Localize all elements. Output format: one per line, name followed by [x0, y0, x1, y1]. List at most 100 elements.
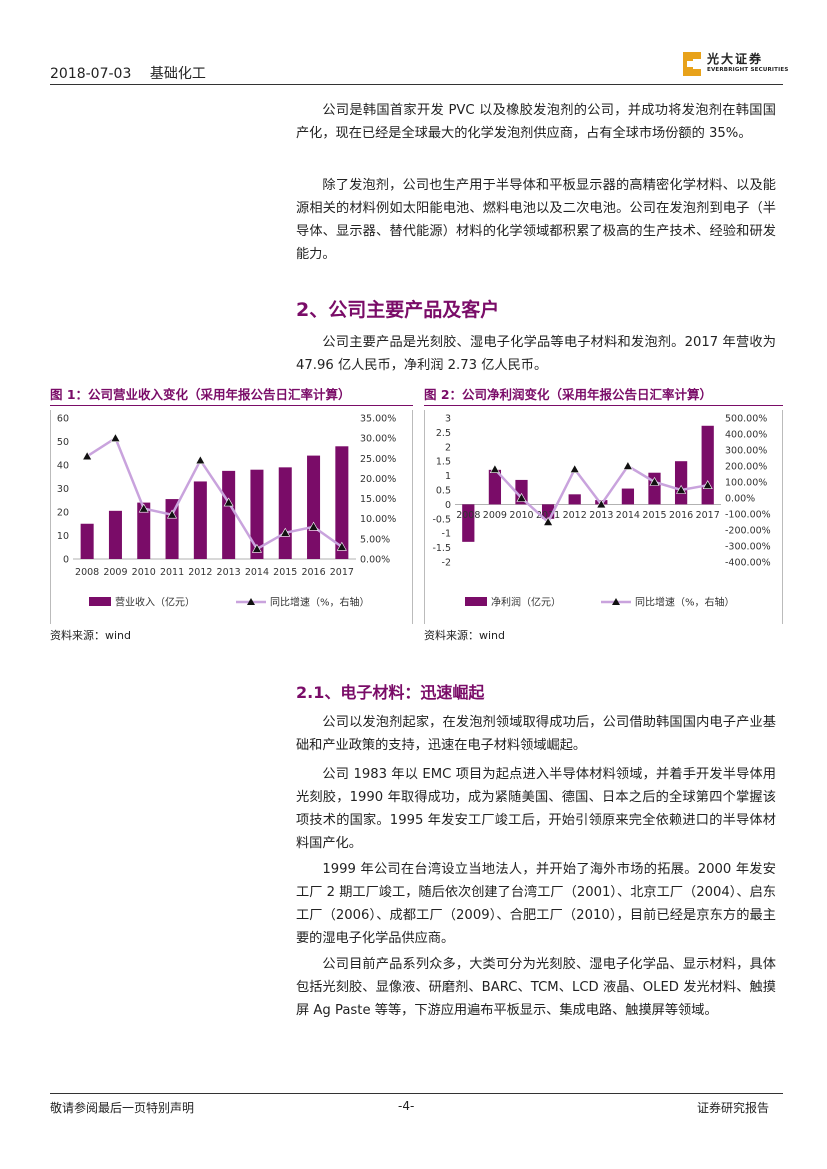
- bar-2017: [335, 446, 349, 559]
- x-axis-tick-label: 2008: [75, 567, 99, 578]
- bar-2014: [250, 469, 264, 559]
- left-axis-tick-label: -1.5: [432, 543, 451, 554]
- right-axis-tick-label: -200.00%: [725, 526, 771, 537]
- legend-bar-swatch: [465, 597, 487, 606]
- left-axis-tick-label: 50: [57, 437, 69, 448]
- x-axis-tick-label: 2009: [483, 510, 507, 521]
- left-axis-tick-label: 1.5: [436, 457, 451, 468]
- growth-rate-point-2010: [516, 492, 527, 502]
- growth-rate-point-2017: [702, 480, 713, 489]
- growth-rate-line: [86, 436, 343, 551]
- left-axis-tick-label: 60: [57, 414, 69, 425]
- left-axis-tick-label: 2: [445, 442, 451, 453]
- x-axis-tick-label: 2012: [563, 510, 587, 521]
- figure-2-title: 图 2：公司净利润变化（采用年报公告日汇率计算）: [424, 387, 713, 402]
- section-2-paragraph: 公司主要产品是光刻胶、湿电子化学品等电子材料和发泡剂。2017 年营收为 47.…: [296, 335, 776, 373]
- growth-rate-point-2009: [489, 464, 500, 474]
- bar-2016: [674, 461, 688, 505]
- x-axis-tick-label: 2010: [132, 567, 156, 578]
- right-axis-tick-label: 0.00%: [360, 555, 390, 566]
- left-axis-tick-label: 20: [57, 508, 69, 519]
- right-axis-tick-label: 10.00%: [360, 514, 396, 525]
- left-axis-tick-label: -2: [442, 558, 451, 569]
- growth-rate-point-2014: [622, 460, 633, 470]
- x-axis-tick-label: 2017: [330, 567, 354, 578]
- page-number: -4-: [398, 1099, 415, 1113]
- bar-2012: [193, 481, 207, 559]
- section-2-1-paragraph-4: 公司目前产品系列众多，大类可分为光刻胶、湿电子化学品、显示材料，具体包括光刻胶、…: [296, 957, 776, 1018]
- x-axis-tick-label: 2011: [160, 567, 184, 578]
- right-axis-tick-label: 20.00%: [360, 474, 396, 485]
- bar-2010: [137, 502, 151, 559]
- right-axis-tick-label: 5.00%: [360, 534, 390, 545]
- revenue-chart: 0 10 20 30 40 50 60 0.00% 5.00% 10.00% 15.00% 20.00…: [57, 414, 396, 609]
- legend-bar-label: 营业收入（亿元）: [115, 596, 195, 609]
- right-axis-tick-label: -400.00%: [725, 558, 771, 569]
- growth-rate-point-2012: [569, 464, 580, 474]
- left-axis-tick-label: 0: [63, 555, 69, 566]
- growth-rate-point-2015: [280, 527, 291, 537]
- logo-mark-icon: [683, 52, 701, 76]
- legend-line-label: 同比增速（%，右轴）: [635, 596, 735, 609]
- growth-rate-point-2016: [308, 521, 319, 531]
- right-axis-tick-label: 30.00%: [360, 434, 396, 445]
- right-axis-tick-label: 35.00%: [360, 414, 396, 425]
- growth-rate-point-2013: [223, 497, 234, 507]
- left-axis-tick-label: -1: [442, 529, 451, 540]
- right-axis-tick-label: 300.00%: [725, 446, 767, 457]
- x-axis-tick-label: 2013: [589, 510, 613, 521]
- bar-2014: [621, 488, 635, 505]
- x-axis-tick-label: 2016: [301, 567, 325, 578]
- figure-2-rule: [424, 405, 783, 406]
- x-axis-tick-label: 2015: [273, 567, 297, 578]
- figure-2-source: 资料来源：wind: [424, 629, 506, 642]
- figure-2-chart: -2 -1.5 -1 -0.5 0 0.5 1 1.5 2 2.5 3 -400.00% -300.00…: [424, 410, 783, 624]
- report-category: 基础化工: [149, 66, 206, 82]
- left-axis-tick-label: 40: [57, 461, 69, 472]
- growth-rate-point-2017: [336, 541, 347, 551]
- x-axis-tick-label: 2014: [245, 567, 269, 578]
- left-axis-tick-label: -0.5: [432, 514, 451, 525]
- x-axis-tick-label: 2016: [669, 510, 693, 521]
- bar-2008: [462, 504, 475, 542]
- x-axis-tick-label: 2014: [616, 510, 640, 521]
- bar-2012: [568, 494, 581, 505]
- everbright-logo: 光大证券 EVERBRIGHT SECURITIES: [683, 50, 793, 80]
- right-axis-tick-label: 25.00%: [360, 454, 396, 465]
- figure-1-source: 资料来源：wind: [50, 629, 132, 642]
- right-axis-tick-label: -300.00%: [725, 542, 771, 553]
- left-axis-tick-label: 3: [445, 414, 451, 425]
- header-rule: [50, 84, 783, 85]
- growth-rate-point-2016: [676, 484, 687, 494]
- right-axis-tick-label: 100.00%: [725, 478, 767, 489]
- bar-2009: [488, 469, 502, 505]
- left-axis-tick-label: 10: [57, 531, 69, 542]
- footer-report-type: 证券研究报告: [697, 1101, 770, 1115]
- growth-rate-point-2008: [82, 451, 93, 461]
- footer-rule: [50, 1093, 783, 1094]
- legend-line-marker: [612, 598, 620, 605]
- left-axis-tick-label: 2.5: [436, 428, 451, 439]
- right-axis-tick-label: -100.00%: [725, 510, 771, 521]
- figure-1-chart: 0 10 20 30 40 50 60 0.00% 5.00% 10.00% 15.00% 20.00…: [50, 410, 413, 624]
- bar-2010: [515, 479, 528, 505]
- right-axis-tick-label: 200.00%: [725, 462, 767, 473]
- right-axis-tick-label: 15.00%: [360, 494, 396, 505]
- figure-1-title: 图 1：公司营业收入变化（采用年报公告日汇率计算）: [50, 387, 351, 402]
- bar-2015: [278, 467, 292, 559]
- section-2-heading: 2、公司主要产品及客户: [296, 299, 500, 321]
- x-axis-tick-label: 2017: [696, 510, 720, 521]
- growth-rate-point-2012: [195, 455, 206, 465]
- footer-disclaimer: 敬请参阅最后一页特别声明: [50, 1101, 195, 1115]
- x-axis-tick-label: 2009: [103, 567, 127, 578]
- x-axis-tick-label: 2008: [456, 510, 480, 521]
- growth-rate-point-2011: [167, 509, 178, 519]
- growth-rate-point-2013: [596, 499, 607, 509]
- legend-line-label: 同比增速（%，右轴）: [270, 596, 370, 609]
- report-date: 2018-07-03: [50, 66, 132, 82]
- logo-cn-text: 光大证券: [707, 52, 764, 66]
- bar-2013: [222, 470, 236, 559]
- growth-rate-point-2009: [110, 433, 121, 442]
- growth-rate-point-2015: [649, 476, 660, 486]
- legend-bar-swatch: [89, 597, 111, 606]
